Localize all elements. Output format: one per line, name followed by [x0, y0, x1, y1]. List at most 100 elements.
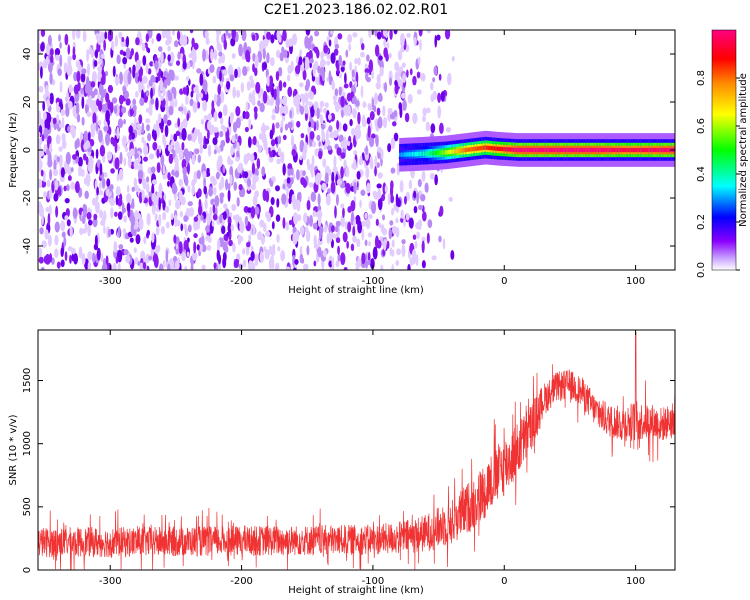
- spectrogram-noise-point: [183, 215, 189, 222]
- spectrogram-noise-point: [334, 205, 337, 219]
- spectrogram-noise-point: [158, 213, 162, 227]
- spectrogram-noise-point: [240, 81, 245, 93]
- spectrogram-y-tick-label: 20: [22, 96, 33, 109]
- spectrogram-noise-point: [305, 30, 311, 36]
- spectrogram-noise-point: [54, 48, 61, 56]
- spectrogram-band-cell: [509, 147, 512, 152]
- spectrogram-noise-point: [125, 47, 131, 59]
- spectrogram-noise-point: [38, 205, 44, 212]
- spectrogram-noise-point: [337, 245, 340, 256]
- spectrogram-noise-point: [150, 166, 156, 174]
- spectrogram-noise-point: [126, 193, 132, 204]
- spectrogram-noise-point: [117, 211, 123, 220]
- spectrogram-noise-point: [313, 260, 317, 267]
- spectrogram-noise-point: [96, 247, 101, 261]
- spectrogram-noise-point: [145, 63, 149, 74]
- spectrogram-noise-point: [219, 70, 222, 82]
- spectrogram-noise-point: [163, 194, 167, 201]
- spectrogram-noise-point: [164, 124, 169, 138]
- spectrogram-noise-point: [121, 135, 128, 147]
- spectrogram-noise-point: [323, 224, 328, 233]
- spectrogram-noise-point: [413, 205, 418, 214]
- spectrogram-noise-point: [228, 239, 233, 247]
- snr-y-tick-label: 500: [22, 497, 33, 516]
- spectrogram-noise-point: [235, 105, 241, 117]
- spectrogram-noise-point: [38, 137, 43, 145]
- spectrogram-noise-point: [245, 49, 250, 63]
- spectrogram-noise-point: [280, 250, 286, 262]
- spectrogram-noise-point: [40, 30, 46, 38]
- spectrogram-noise-point: [237, 234, 242, 246]
- spectrogram-noise-point: [213, 111, 218, 123]
- spectrogram-noise-point: [429, 172, 435, 180]
- spectrogram-noise-point: [175, 219, 181, 227]
- spectrogram-noise-point: [227, 155, 232, 166]
- spectrogram-noise-point: [132, 104, 137, 112]
- spectrogram-noise-point: [379, 66, 384, 77]
- spectrogram-noise-point: [269, 180, 274, 187]
- spectrogram-noise-point: [314, 148, 320, 157]
- spectrogram-noise-point: [61, 231, 66, 238]
- spectrogram-noise-point: [189, 207, 194, 216]
- spectrogram-band-cell: [553, 147, 556, 153]
- spectrogram-noise-point: [302, 170, 306, 177]
- spectrogram-band-cell: [643, 147, 646, 153]
- spectrogram-noise-point: [271, 87, 275, 98]
- spectrogram-noise-point: [141, 136, 145, 144]
- spectrogram-noise-point: [271, 244, 275, 257]
- spectrogram-noise-point: [249, 82, 256, 88]
- spectrogram-noise-point: [299, 142, 304, 153]
- spectrogram-noise-point: [207, 112, 213, 121]
- spectrogram-band-cell: [496, 146, 500, 151]
- spectrogram-band-cell: [634, 147, 637, 153]
- spectrogram-noise-point: [255, 81, 261, 94]
- spectrogram-noise-point: [72, 154, 77, 160]
- spectrogram-band-cell: [542, 147, 545, 153]
- spectrogram-noise-point: [88, 46, 93, 55]
- spectrogram-noise-point: [276, 30, 281, 41]
- spectrogram-noise-point: [359, 199, 362, 208]
- spectrogram-noise-point: [357, 57, 361, 66]
- spectrogram-noise-point: [306, 158, 310, 168]
- spectrogram-noise-point: [175, 60, 181, 66]
- spectrogram-noise-point: [47, 63, 51, 71]
- spectrogram-noise-point: [382, 116, 388, 129]
- spectrogram-noise-point: [234, 133, 238, 140]
- spectrogram-noise-point: [157, 113, 162, 124]
- spectrogram-band-cell: [511, 147, 514, 152]
- spectrogram-noise-point: [284, 123, 289, 131]
- spectrogram-noise-point: [59, 42, 62, 49]
- spectrogram-noise-point: [158, 46, 163, 52]
- spectrogram-noise-point: [376, 107, 381, 116]
- spectrogram-noise-point: [352, 32, 358, 38]
- spectrogram-noise-point: [433, 65, 438, 76]
- spectrogram-band-cell: [558, 147, 561, 153]
- spectrogram-noise-point: [400, 209, 404, 220]
- spectrogram-noise-point: [134, 51, 139, 63]
- spectrogram-x-tick-label: -100: [362, 276, 385, 287]
- spectrogram-band-cell: [504, 147, 508, 152]
- spectrogram-noise-point: [107, 99, 111, 110]
- spectrogram-noise-point: [87, 251, 93, 261]
- spectrogram-noise-point: [184, 151, 190, 164]
- spectrogram-band-cell: [410, 152, 413, 157]
- spectrogram-noise-point: [92, 112, 97, 126]
- spectrogram-noise-point: [173, 234, 177, 244]
- spectrogram-noise-point: [197, 188, 202, 198]
- spectrogram-noise-point: [81, 228, 87, 234]
- spectrogram-noise-point: [416, 89, 422, 95]
- colorbar-tick-label: 0.0: [696, 262, 707, 278]
- spectrogram-noise-point: [336, 60, 340, 73]
- spectrogram-noise-point: [212, 137, 218, 146]
- spectrogram-noise-point: [103, 126, 109, 132]
- snr-x-tick-label: -300: [99, 576, 122, 587]
- spectrogram-noise-point: [346, 92, 352, 102]
- spectrogram-noise-point: [116, 173, 120, 182]
- spectrogram-noise-point: [139, 97, 145, 106]
- spectrogram-noise-point: [335, 237, 341, 244]
- spectrogram-noise-point: [151, 193, 157, 203]
- spectrogram-noise-point: [160, 154, 165, 166]
- spectrogram-noise-point: [330, 225, 335, 233]
- spectrogram-noise-point: [259, 102, 265, 113]
- spectrogram-noise-point: [98, 58, 103, 66]
